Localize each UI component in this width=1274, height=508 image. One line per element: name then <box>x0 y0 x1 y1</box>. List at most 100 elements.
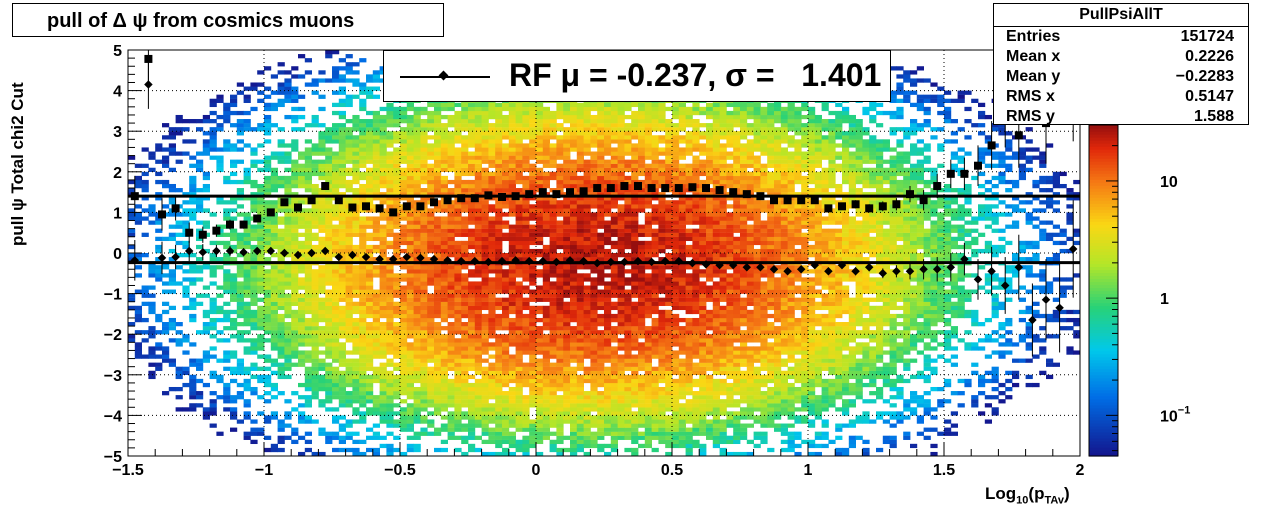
heat-cell <box>386 110 394 116</box>
heat-cell <box>230 285 238 290</box>
heat-cell <box>270 281 278 286</box>
heat-cell <box>563 350 571 355</box>
heat-cell <box>536 342 544 347</box>
heat-cell <box>536 366 544 371</box>
heat-cell <box>434 183 442 189</box>
heat-cell <box>563 285 571 290</box>
heat-cell <box>386 204 394 209</box>
heat-cell <box>583 330 591 335</box>
heat-cell <box>162 183 170 189</box>
heat-cell <box>474 139 482 144</box>
heat-cell <box>515 224 523 229</box>
heat-cell <box>502 403 510 408</box>
heat-cell <box>264 305 272 311</box>
heat-cell <box>332 313 340 319</box>
heat-cell <box>325 224 333 229</box>
heat-cell <box>610 212 618 217</box>
heat-cell <box>617 204 625 209</box>
heat-cell <box>352 281 360 286</box>
heat-cell <box>345 135 353 140</box>
heat-cell <box>447 289 455 294</box>
heat-cell <box>474 143 482 148</box>
heat-cell <box>359 192 367 197</box>
heat-cell <box>468 155 476 160</box>
heat-cell <box>597 216 605 221</box>
heat-cell <box>624 200 632 205</box>
heat-cell <box>352 277 360 282</box>
heat-cell <box>182 285 190 290</box>
heat-cell <box>447 411 455 416</box>
heat-cell <box>434 354 442 359</box>
heat-cell <box>284 70 292 75</box>
heat-cell <box>624 293 632 298</box>
heat-cell <box>352 216 360 221</box>
heat-cell <box>338 114 346 120</box>
heat-cell <box>291 90 299 95</box>
heat-cell <box>366 297 374 302</box>
heat-cell <box>148 151 156 156</box>
heat-cell <box>236 285 244 290</box>
heat-cell <box>563 232 571 237</box>
heat-cell <box>468 419 476 424</box>
heat-cell <box>481 358 489 363</box>
heat-cell <box>590 305 598 311</box>
heat-cell <box>236 127 244 132</box>
heat-cell <box>610 163 618 168</box>
heat-cell <box>447 415 455 420</box>
heat-cell <box>345 297 353 302</box>
heat-cell <box>236 236 244 242</box>
heat-cell <box>182 407 190 412</box>
heat-cell <box>522 301 530 306</box>
heat-cell <box>386 281 394 286</box>
heat-cell <box>400 114 408 120</box>
heat-cell <box>318 338 326 343</box>
heat-cell <box>536 248 544 254</box>
heat-cell <box>352 228 360 233</box>
heat-cell <box>624 358 632 363</box>
heat-cell <box>447 281 455 286</box>
heat-cell <box>454 127 462 132</box>
heat-cell <box>542 183 550 189</box>
heat-cell <box>556 395 564 400</box>
heat-cell <box>434 131 442 136</box>
heat-cell <box>338 269 346 274</box>
heat-cell <box>495 391 503 396</box>
heat-cell <box>610 228 618 233</box>
heat-cell <box>304 399 312 404</box>
heat-cell <box>481 431 489 436</box>
heat-cell <box>549 354 557 359</box>
heat-cell <box>182 293 190 298</box>
heat-cell <box>243 378 251 384</box>
heat-cell <box>332 179 340 185</box>
heat-cell <box>474 147 482 152</box>
heat-cell <box>311 322 319 327</box>
heat-cell <box>556 167 564 172</box>
heat-cell <box>624 244 632 250</box>
heat-cell <box>454 293 462 298</box>
heat-cell <box>175 374 183 380</box>
heat-cell <box>298 106 306 112</box>
heat-cell <box>597 204 605 209</box>
heat-cell <box>372 313 380 319</box>
heat-cell <box>440 236 448 242</box>
heat-cell <box>386 362 394 367</box>
heat-cell <box>352 151 360 156</box>
heat-cell <box>264 232 272 237</box>
heat-cell <box>447 427 455 432</box>
heat-cell <box>440 273 448 278</box>
heat-cell <box>495 419 503 424</box>
heat-cell <box>359 439 367 445</box>
heat-cell <box>617 374 625 380</box>
heat-cell <box>454 354 462 359</box>
heat-cell <box>366 196 374 201</box>
heat-cell <box>236 192 244 197</box>
heat-cell <box>379 143 387 148</box>
heat-cell <box>508 135 516 140</box>
heat-cell <box>284 435 292 440</box>
heat-cell <box>447 123 455 128</box>
heat-cell <box>576 423 584 428</box>
heat-cell <box>468 200 476 205</box>
heat-cell <box>128 232 136 237</box>
heat-cell <box>610 147 618 152</box>
heat-cell <box>304 151 312 156</box>
